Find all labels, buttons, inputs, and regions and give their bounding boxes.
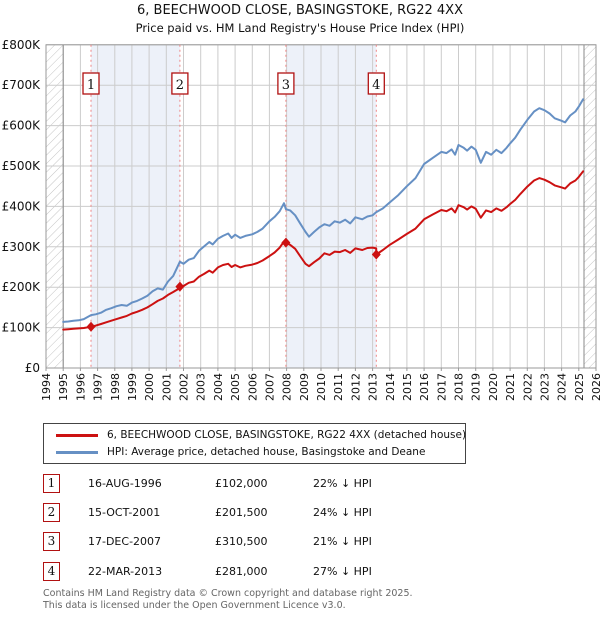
y-tick-label: £600K xyxy=(2,119,42,133)
x-tick-label: 2018 xyxy=(453,373,466,401)
sale-number-badge: 2 xyxy=(43,503,60,522)
x-tick-label: 2023 xyxy=(538,373,551,401)
x-tick-label: 2021 xyxy=(504,373,517,401)
sale-date: 16-AUG-1996 xyxy=(88,477,162,490)
x-tick-label: 2009 xyxy=(298,373,311,401)
sale-vs-hpi: 24% ↓ HPI xyxy=(313,506,372,519)
x-tick-label: 2017 xyxy=(435,373,448,401)
x-tick-label: 2010 xyxy=(315,373,328,401)
y-tick-label: £100K xyxy=(2,321,42,335)
y-tick-label: £200K xyxy=(2,280,42,294)
sale-number-label: 4 xyxy=(372,78,380,93)
x-tick-label: 1995 xyxy=(57,373,70,401)
transactions-table: 1 16-AUG-1996 £102,000 22% ↓ HPI 2 15-OC… xyxy=(0,472,600,584)
page-subtitle: Price paid vs. HM Land Registry's House … xyxy=(135,21,465,35)
legend-label-price-paid: 6, BEECHWOOD CLOSE, BASINGSTOKE, RG22 4X… xyxy=(107,429,467,441)
x-tick-label: 2002 xyxy=(178,373,191,401)
x-tick-label: 2001 xyxy=(160,373,173,401)
sale-vs-hpi: 22% ↓ HPI xyxy=(313,477,372,490)
sale-vs-hpi: 27% ↓ HPI xyxy=(313,565,372,578)
x-tick-label: 1998 xyxy=(109,373,122,401)
footer-line-2: This data is licensed under the Open Gov… xyxy=(43,599,346,611)
table-row: 4 22-MAR-2013 £281,000 27% ↓ HPI xyxy=(0,562,600,584)
table-row: 1 16-AUG-1996 £102,000 22% ↓ HPI xyxy=(0,474,600,496)
sale-number-box xyxy=(82,72,100,95)
x-tick-label: 2003 xyxy=(195,373,208,401)
x-tick-label: 2016 xyxy=(418,373,431,401)
x-tick-label: 2013 xyxy=(367,373,380,401)
sale-number-badge: 3 xyxy=(43,532,60,551)
y-tick-label: £500K xyxy=(2,159,42,173)
y-tick-label: £700K xyxy=(2,78,42,92)
y-tick-label: £800K xyxy=(2,40,42,52)
sale-marker xyxy=(281,237,291,248)
x-tick-label: 1999 xyxy=(126,373,139,401)
series-price-paid xyxy=(62,170,585,331)
x-tick-label: 2004 xyxy=(212,373,225,401)
y-tick-label: £0 xyxy=(25,361,40,375)
sale-number-label: 1 xyxy=(87,78,95,93)
price-paid-line-swatch xyxy=(56,433,98,437)
x-tick-label: 2024 xyxy=(556,373,569,401)
legend-label-hpi: HPI: Average price, detached house, Basi… xyxy=(107,446,426,458)
sale-price: £281,000 xyxy=(215,565,268,578)
x-tick-label: 2000 xyxy=(143,373,156,401)
sale-price: £102,000 xyxy=(215,477,268,490)
sale-number-label: 2 xyxy=(176,78,184,93)
x-tick-label: 1994 xyxy=(40,373,53,401)
sale-number-box xyxy=(367,72,385,95)
x-tick-label: 2008 xyxy=(281,373,294,401)
y-tick-label: £400K xyxy=(2,199,42,213)
y-tick-label: £300K xyxy=(2,240,42,254)
x-tick-label: 2020 xyxy=(487,373,500,401)
x-tick-label: 2011 xyxy=(332,373,345,401)
chart-legend: 6, BEECHWOOD CLOSE, BASINGSTOKE, RG22 4X… xyxy=(43,423,466,464)
sale-marker xyxy=(86,321,96,332)
x-tick-label: 2012 xyxy=(349,373,362,401)
footer-line-1: Contains HM Land Registry data © Crown c… xyxy=(43,588,413,599)
license-footer: Contains HM Land Registry data © Crown c… xyxy=(43,588,413,611)
legend-item-price-paid: 6, BEECHWOOD CLOSE, BASINGSTOKE, RG22 4X… xyxy=(44,427,467,444)
x-tick-label: 2015 xyxy=(401,373,414,401)
x-tick-label: 2005 xyxy=(229,373,242,401)
x-tick-label: 2026 xyxy=(590,373,600,401)
x-tick-label: 2019 xyxy=(470,373,483,401)
page-title: 6, BEECHWOOD CLOSE, BASINGSTOKE, RG22 4X… xyxy=(136,3,463,18)
sale-number-box xyxy=(171,72,189,95)
x-tick-label: 2014 xyxy=(384,373,397,401)
sale-vs-hpi: 21% ↓ HPI xyxy=(313,535,372,548)
legend-item-hpi: HPI: Average price, detached house, Basi… xyxy=(44,444,465,461)
price-chart-svg: 1 2 3 4 £0 £100K £200K £300K £400K £500K £600K £700… xyxy=(2,40,600,401)
sale-number-box xyxy=(277,72,295,95)
sale-date: 22-MAR-2013 xyxy=(88,565,163,578)
sale-marker xyxy=(175,281,185,292)
sale-price: £201,500 xyxy=(215,506,268,519)
x-tick-label: 2025 xyxy=(573,373,586,401)
x-tick-label: 2006 xyxy=(246,373,259,401)
series-hpi xyxy=(62,98,585,323)
sale-number-label: 3 xyxy=(282,78,290,93)
table-row: 2 15-OCT-2001 £201,500 24% ↓ HPI xyxy=(0,503,600,525)
x-tick-label: 1997 xyxy=(92,373,105,401)
sale-number-badge: 4 xyxy=(43,562,60,581)
x-tick-label: 2007 xyxy=(263,373,276,401)
x-tick-label: 2022 xyxy=(521,373,534,401)
sale-date: 17-DEC-2007 xyxy=(88,535,162,548)
table-row: 3 17-DEC-2007 £310,500 21% ↓ HPI xyxy=(0,532,600,554)
x-tick-label: 1996 xyxy=(74,373,87,401)
sale-number-badge: 1 xyxy=(43,474,60,493)
sale-date: 15-OCT-2001 xyxy=(88,506,161,519)
hpi-line-swatch xyxy=(56,450,98,454)
sale-price: £310,500 xyxy=(215,535,268,548)
sale-marker xyxy=(371,249,381,260)
